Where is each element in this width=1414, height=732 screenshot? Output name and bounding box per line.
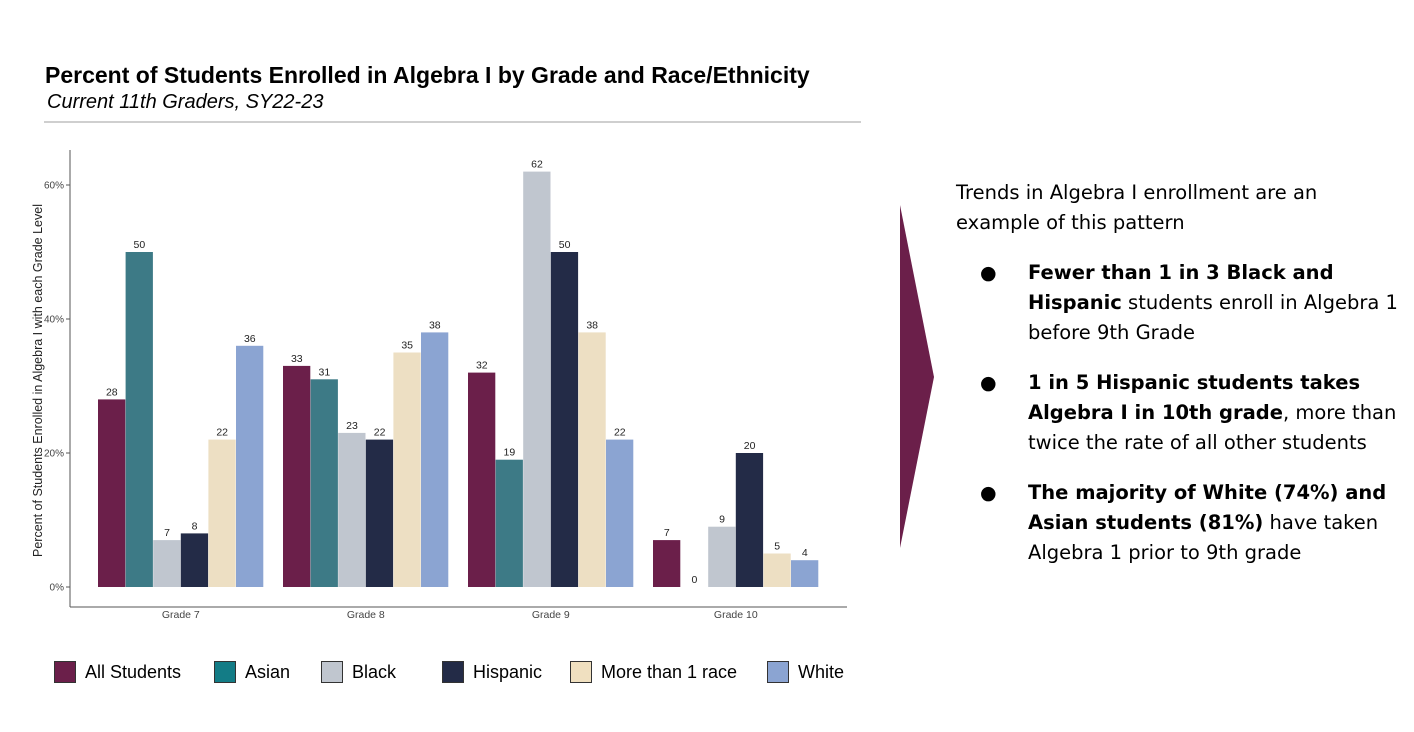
bar-value-label: 50 <box>134 239 146 251</box>
bar-value-label: 7 <box>664 527 670 539</box>
x-tick-label: Grade 8 <box>347 609 385 621</box>
bar <box>208 439 236 587</box>
y-tick-label: 0% <box>50 583 65 594</box>
legend-swatch <box>442 661 464 683</box>
bar-value-label: 38 <box>586 319 598 331</box>
bar <box>578 332 606 587</box>
legend-item: Hispanic <box>442 658 542 686</box>
bar <box>180 533 209 587</box>
bar-value-label: 62 <box>531 159 543 171</box>
insight-bold: 1 in 5 Hispanic students takes Algebra I… <box>1028 371 1361 424</box>
bar-value-label: 0 <box>691 574 697 586</box>
bar <box>393 352 421 587</box>
bar-value-label: 31 <box>319 366 331 378</box>
legend-item: All Students <box>54 658 181 686</box>
bar <box>653 540 681 587</box>
legend-label: Black <box>352 661 397 682</box>
bar <box>365 439 394 587</box>
chart-title: Percent of Students Enrolled in Algebra … <box>45 62 810 88</box>
insight-bullet: ● 1 in 5 Hispanic students takes Algebra… <box>956 368 1401 458</box>
bar-value-label: 20 <box>744 440 756 452</box>
bar <box>421 332 449 587</box>
y-tick-label: 60% <box>44 181 64 192</box>
bar <box>310 379 338 587</box>
bar <box>153 540 181 587</box>
legend-item: White <box>767 658 844 686</box>
legend-label: All Students <box>85 661 182 682</box>
bar <box>338 432 366 587</box>
bar-value-label: 22 <box>614 427 626 439</box>
bar <box>495 459 523 587</box>
y-tick-label: 40% <box>44 315 64 326</box>
chart-subtitle: Current 11th Graders, SY22-23 <box>47 91 324 113</box>
bar-value-label: 19 <box>504 447 516 459</box>
bar <box>283 365 311 587</box>
insight-bullet: ● The majority of White (74%) and Asian … <box>956 478 1401 568</box>
bar-value-label: 22 <box>216 427 228 439</box>
insight-bullet: ● Fewer than 1 in 3 Black and Hispanic s… <box>956 258 1401 348</box>
bar-value-label: 28 <box>106 386 118 398</box>
insights-panel: Trends in Algebra I enrollment are an ex… <box>956 178 1401 588</box>
x-tick-label: Grade 7 <box>162 609 200 621</box>
legend-item: Asian <box>214 658 290 686</box>
insight-bold: The majority of White (74%) and Asian st… <box>1028 481 1387 534</box>
title-divider <box>44 121 861 123</box>
bar <box>735 453 764 587</box>
legend-label: Asian <box>245 661 291 682</box>
legend-item: More than 1 race <box>570 658 737 686</box>
insight-text: have taken Algebra 1 prior to 9th grade <box>1028 511 1379 564</box>
bar <box>708 526 736 587</box>
x-tick-label: Grade 10 <box>714 609 758 621</box>
insight-text: students enroll in Algebra 1 before 9th … <box>1028 291 1398 344</box>
insight-text: , more than twice the rate of all other … <box>1028 401 1397 454</box>
insights-list: ● Fewer than 1 in 3 Black and Hispanic s… <box>956 258 1401 568</box>
bar <box>523 171 551 587</box>
y-tick-label: 20% <box>44 449 64 460</box>
bullet-dot-icon: ● <box>980 372 997 394</box>
bullet-dot-icon: ● <box>980 262 997 284</box>
bar-value-label: 22 <box>374 427 386 439</box>
legend-swatch <box>767 661 789 683</box>
bar-value-label: 35 <box>401 340 413 352</box>
bar-value-label: 9 <box>719 514 725 526</box>
bar <box>468 372 496 587</box>
legend-label: White <box>798 661 845 682</box>
bar <box>763 553 791 587</box>
y-axis-label: Percent of Students Enrolled in Algebra … <box>31 204 45 557</box>
bar <box>236 345 264 587</box>
bar-value-label: 7 <box>164 527 170 539</box>
bar <box>98 399 126 587</box>
arrow-icon <box>900 205 934 548</box>
bar <box>550 252 579 587</box>
bar <box>791 560 819 587</box>
bar-value-label: 50 <box>559 239 571 251</box>
bar-value-label: 32 <box>476 360 488 372</box>
bar-value-label: 33 <box>291 353 303 365</box>
bar-value-label: 36 <box>244 333 256 345</box>
insight-bold: Fewer than 1 in 3 Black and Hispanic <box>1028 261 1334 314</box>
legend-item: Black <box>321 658 396 686</box>
x-tick-label: Grade 9 <box>532 609 570 621</box>
bar-chart: 0% 20% 40% 60% Percent of Students Enrolled … <box>31 150 847 621</box>
bar <box>606 439 634 587</box>
legend-swatch <box>214 661 236 683</box>
legend-swatch <box>54 661 76 683</box>
legend-swatch <box>321 661 343 683</box>
legend-swatch <box>570 661 592 683</box>
legend-label: Hispanic <box>473 661 543 682</box>
insights-intro: Trends in Algebra I enrollment are an ex… <box>956 181 1318 234</box>
bar-value-label: 38 <box>429 319 441 331</box>
bar-value-label: 8 <box>192 520 198 532</box>
bar-value-label: 4 <box>802 547 808 559</box>
bar-value-label: 23 <box>346 420 358 432</box>
bullet-dot-icon: ● <box>980 482 997 504</box>
legend-label: More than 1 race <box>601 661 738 682</box>
bar <box>125 252 153 587</box>
bar-value-label: 5 <box>774 541 780 553</box>
